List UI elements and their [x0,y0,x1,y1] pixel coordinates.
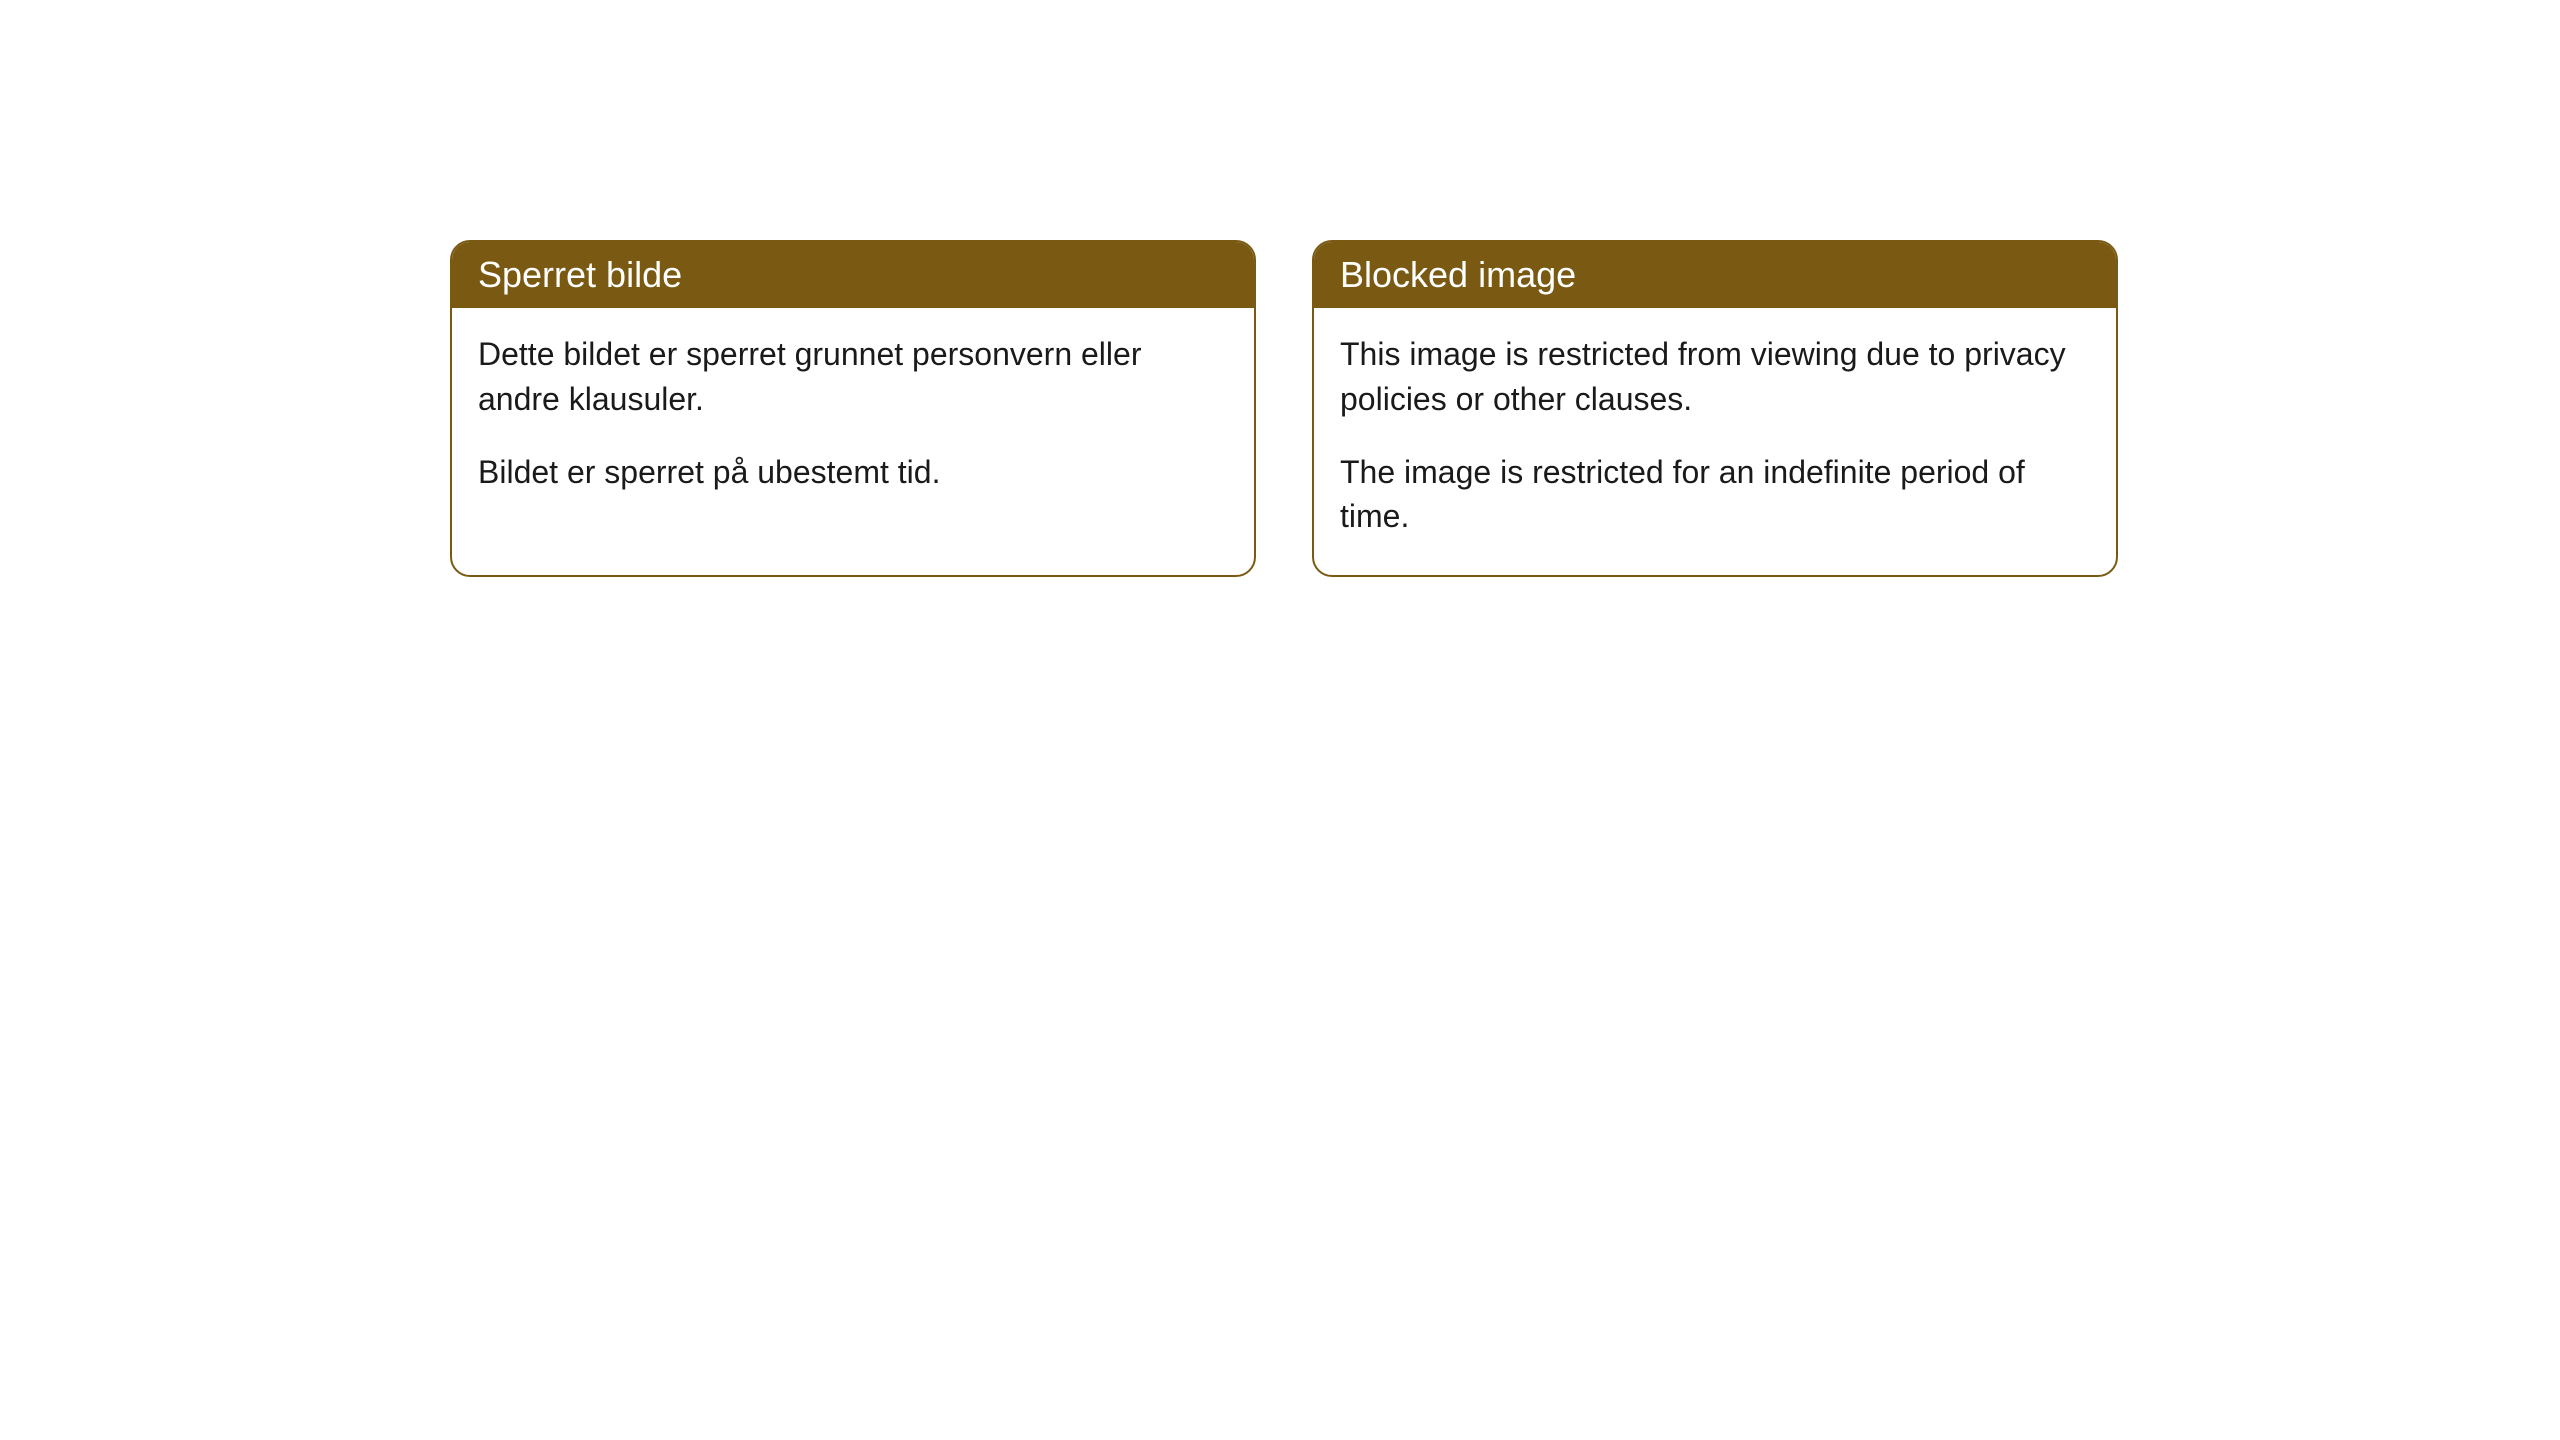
card-title-en: Blocked image [1340,254,1576,295]
card-paragraph-2-en: The image is restricted for an indefinit… [1340,450,2090,540]
card-header-en: Blocked image [1314,242,2116,308]
cards-container: Sperret bilde Dette bildet er sperret gr… [450,240,2118,577]
card-body-en: This image is restricted from viewing du… [1314,308,2116,575]
card-paragraph-1-en: This image is restricted from viewing du… [1340,332,2090,422]
card-title-no: Sperret bilde [478,254,682,295]
blocked-image-card-en: Blocked image This image is restricted f… [1312,240,2118,577]
card-header-no: Sperret bilde [452,242,1254,308]
card-paragraph-1-no: Dette bildet er sperret grunnet personve… [478,332,1228,422]
card-paragraph-2-no: Bildet er sperret på ubestemt tid. [478,450,1228,495]
card-body-no: Dette bildet er sperret grunnet personve… [452,308,1254,530]
blocked-image-card-no: Sperret bilde Dette bildet er sperret gr… [450,240,1256,577]
